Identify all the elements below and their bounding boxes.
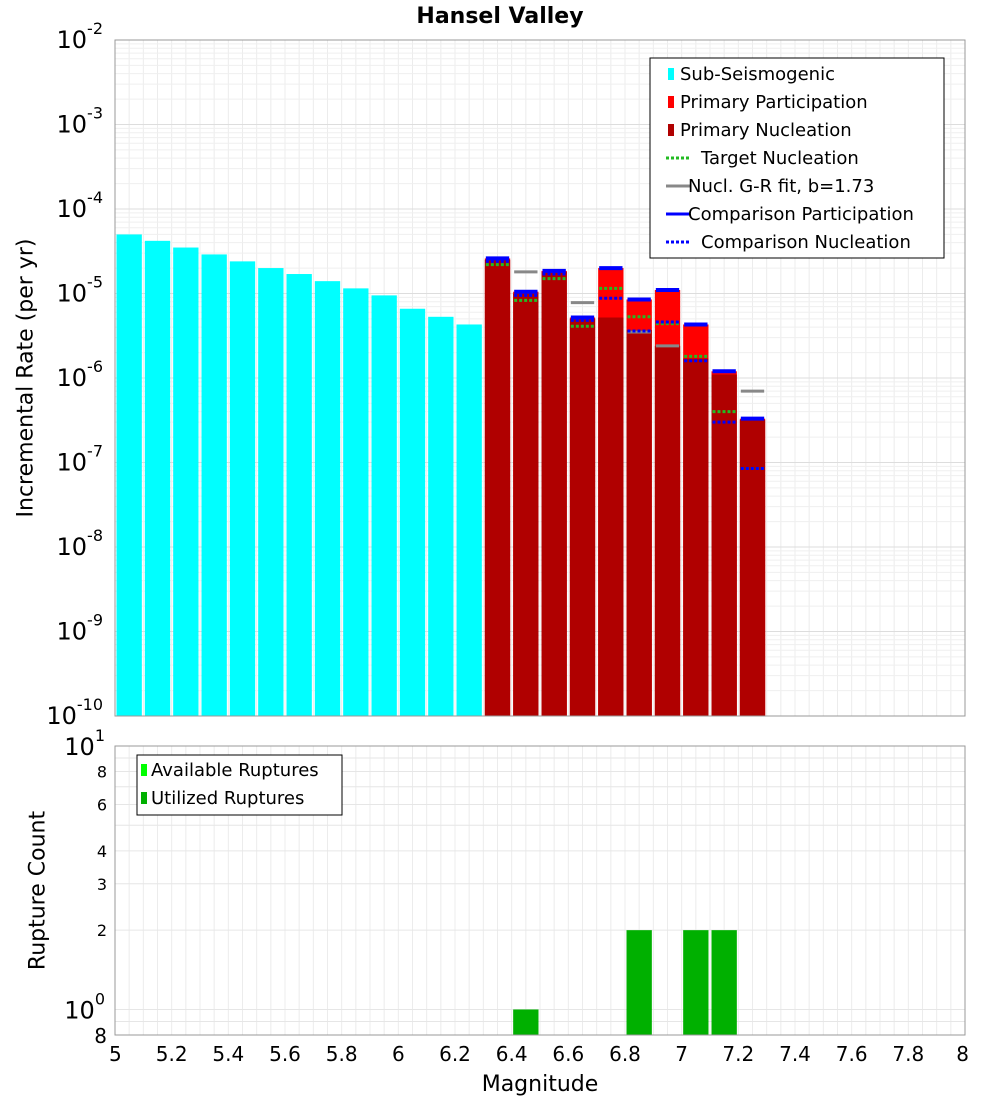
sub-seismogenic-bar — [399, 308, 426, 716]
x-tick-label: 7.2 — [722, 1042, 754, 1066]
top-legend: Sub-Seismogenic Primary Participation Prim… — [649, 57, 945, 259]
bottom-y-axis-label: Rupture Count — [26, 811, 51, 971]
sub-seismogenic-bar — [201, 254, 227, 716]
sub-seismogenic-bar — [258, 268, 284, 716]
nucleation-bar — [683, 358, 709, 716]
sub-seismogenic-bar — [116, 234, 142, 717]
x-axis-label: Magnitude — [482, 1072, 599, 1097]
legend-label: Primary Nucleation — [680, 120, 852, 141]
legend-label: Target Nucleation — [700, 148, 859, 169]
legend-swatch — [668, 96, 674, 108]
bottom-y-minor-tick-label: 3 — [97, 875, 107, 894]
utilized-ruptures-bar — [626, 930, 652, 1035]
top-legend-box — [649, 57, 945, 259]
nucleation-bar — [541, 271, 567, 716]
top-y-tick-label: 10-10 — [46, 695, 103, 730]
top-y-tick-label: 10-8 — [57, 526, 104, 561]
top-bars — [116, 234, 766, 717]
chart-title: Hansel Valley — [416, 4, 583, 29]
utilized-ruptures-bar — [683, 930, 709, 1035]
bottom-y-minor-tick-label: 6 — [97, 795, 107, 814]
sub-seismogenic-bar — [144, 240, 171, 716]
utilized-ruptures-bar — [711, 930, 737, 1035]
nucleation-bar — [484, 259, 511, 716]
x-tick-label: 6.6 — [552, 1042, 584, 1066]
top-marker-lines — [485, 256, 765, 470]
nucleation-bar — [711, 374, 737, 716]
bottom-y-major-tick-label: 100 — [64, 989, 105, 1024]
x-tick-label: 7.4 — [779, 1042, 811, 1066]
bottom-plot-frame — [114, 745, 966, 1036]
sub-seismogenic-bar — [456, 324, 482, 716]
legend-label: Comparison Participation — [688, 204, 914, 225]
legend-label: Comparison Nucleation — [701, 232, 911, 253]
sub-seismogenic-bar — [428, 316, 454, 716]
legend-label: Nucl. G-R fit, b=1.73 — [688, 176, 874, 197]
x-tick-label: 6.2 — [439, 1042, 471, 1066]
bottom-legend-box — [136, 754, 343, 816]
top-y-tick-label: 10-3 — [57, 104, 104, 139]
x-tick-label: 8 — [956, 1042, 969, 1066]
bottom-y-minor-tick-label: 4 — [97, 842, 107, 861]
x-tick-label: 5.6 — [269, 1042, 301, 1066]
x-tick-label: 6 — [392, 1042, 405, 1066]
nucleation-bar — [513, 293, 539, 716]
nucleation-bar — [598, 317, 624, 716]
bottom-y-minor-tick-label: 2 — [97, 921, 107, 940]
x-tick-labels: 5 5.2 5.4 5.6 5.8 6 6.2 6.4 6.6 6.8 7 7.2 7.4 7.6 7.8 8 — [109, 1042, 969, 1066]
sub-seismogenic-bar — [343, 288, 369, 716]
sub-seismogenic-bar — [371, 295, 397, 716]
sub-seismogenic-bar — [314, 281, 341, 716]
legend-swatch — [668, 68, 674, 80]
bottom-bars — [513, 930, 737, 1035]
legend-label: Utilized Ruptures — [151, 788, 304, 809]
x-tick-label: 7.6 — [836, 1042, 868, 1066]
sub-seismogenic-bar — [229, 261, 256, 716]
bottom-legend: Available Ruptures Utilized Ruptures — [136, 754, 343, 816]
sub-seismogenic-bar — [286, 274, 312, 716]
x-tick-label: 6.8 — [609, 1042, 641, 1066]
top-y-tick-label: 10-2 — [57, 19, 104, 54]
top-y-tick-label: 10-5 — [57, 273, 104, 308]
x-tick-label: 5.8 — [326, 1042, 358, 1066]
sub-seismogenic-bar — [173, 247, 199, 716]
nucleation-bar — [654, 345, 681, 716]
legend-swatch — [141, 792, 147, 804]
top-y-tick-labels: 10-2 10-3 10-4 10-5 10-6 10-7 10-8 10-9 10-10 — [46, 19, 103, 730]
incremental-rate-panel: 10-2 10-3 10-4 10-5 10-6 10-7 10-8 10-9 10-10 In… — [14, 19, 966, 730]
nucleation-bar — [739, 419, 766, 716]
x-tick-label: 5.4 — [212, 1042, 244, 1066]
legend-label: Available Ruptures — [151, 760, 319, 781]
top-y-tick-label: 10-7 — [57, 442, 104, 477]
bottom-y-major-tick-label: 101 — [64, 726, 105, 761]
nucleation-bar — [626, 329, 652, 716]
top-y-tick-label: 10-9 — [57, 611, 104, 646]
legend-label: Primary Participation — [680, 92, 868, 113]
top-y-tick-label: 10-6 — [57, 357, 104, 392]
x-tick-label: 7 — [675, 1042, 688, 1066]
x-tick-label: 6.4 — [496, 1042, 528, 1066]
x-tick-label: 7.8 — [892, 1042, 924, 1066]
top-y-tick-label: 10-4 — [57, 188, 104, 223]
bottom-y-min-tick-label: 8 — [94, 1024, 107, 1048]
top-y-axis-label: Incremental Rate (per yr) — [14, 239, 39, 518]
legend-swatch — [668, 124, 674, 136]
utilized-ruptures-bar — [513, 1009, 539, 1035]
x-tick-label: 5.2 — [156, 1042, 188, 1066]
bottom-y-minor-tick-label: 8 — [97, 763, 107, 782]
x-tick-label: 5 — [109, 1042, 122, 1066]
legend-label: Sub-Seismogenic — [680, 64, 835, 85]
top-plot-frame — [114, 39, 966, 717]
legend-swatch — [141, 764, 147, 776]
nucleation-bar — [569, 318, 596, 716]
